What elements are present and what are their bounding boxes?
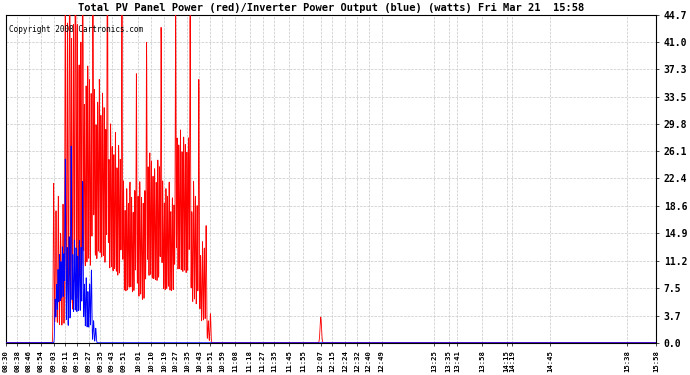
Text: Copyright 2008 Cartronics.com: Copyright 2008 Cartronics.com [9,25,143,34]
Title: Total PV Panel Power (red)/Inverter Power Output (blue) (watts) Fri Mar 21  15:5: Total PV Panel Power (red)/Inverter Powe… [78,3,584,13]
